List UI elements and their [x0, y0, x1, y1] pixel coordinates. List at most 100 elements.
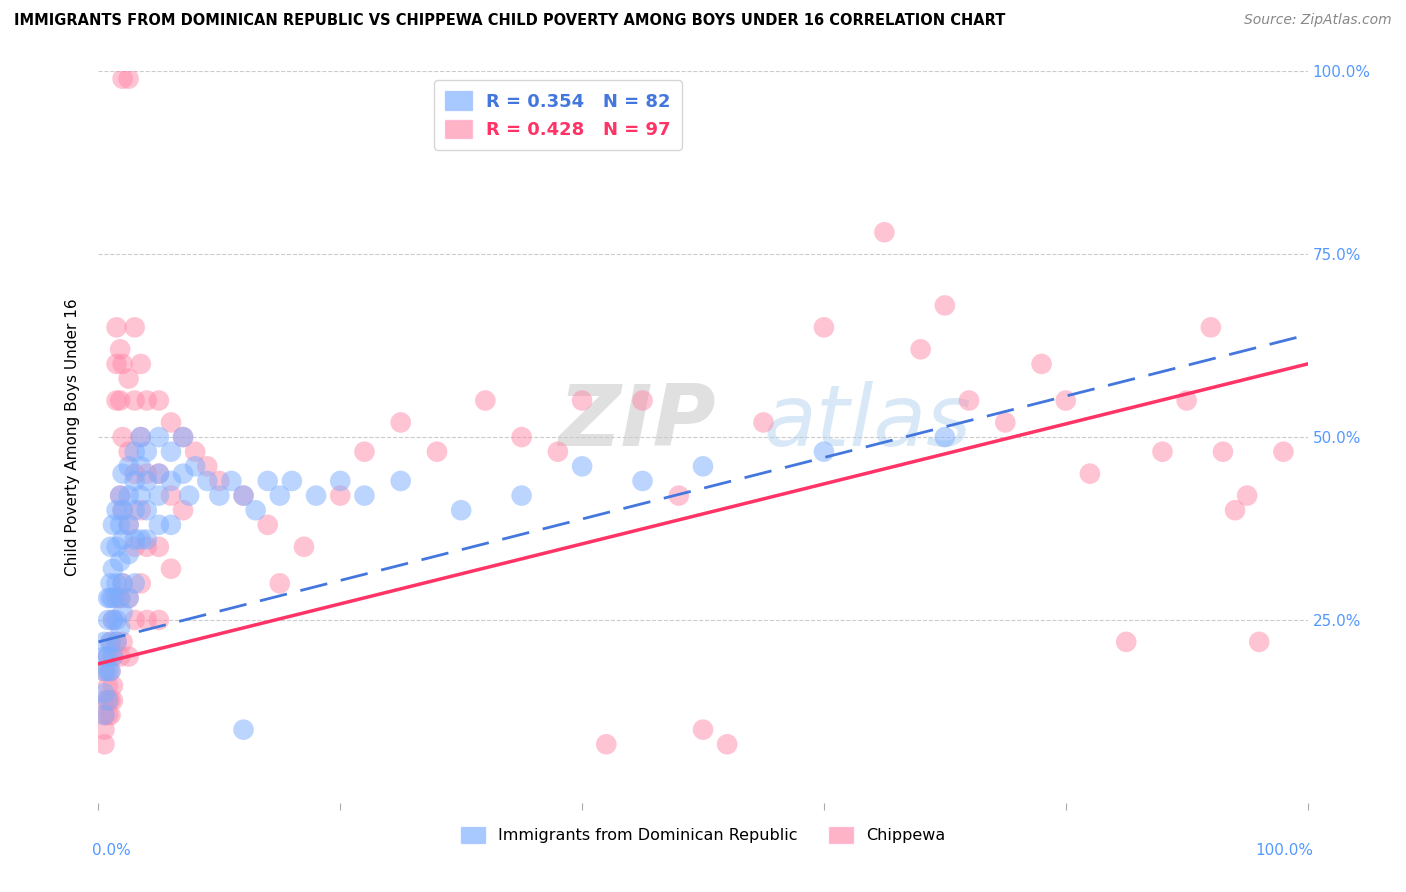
- Point: [148, 393, 170, 408]
- Point: [105, 576, 128, 591]
- Point: [111, 606, 134, 620]
- Point: [108, 554, 131, 568]
- Point: [160, 444, 183, 458]
- Point: [179, 489, 201, 503]
- Point: [160, 416, 183, 430]
- Point: [124, 467, 146, 481]
- Point: [97, 693, 120, 707]
- Point: [426, 444, 449, 458]
- Point: [111, 71, 134, 86]
- Point: [148, 467, 170, 481]
- Point: [100, 591, 122, 605]
- Point: [135, 533, 157, 547]
- Point: [184, 444, 207, 458]
- Legend: Immigrants from Dominican Republic, Chippewa: Immigrants from Dominican Republic, Chip…: [454, 821, 952, 850]
- Point: [873, 225, 896, 239]
- Point: [118, 547, 141, 561]
- Point: [124, 540, 146, 554]
- Point: [571, 459, 593, 474]
- Point: [910, 343, 932, 357]
- Point: [111, 576, 134, 591]
- Text: IMMIGRANTS FROM DOMINICAN REPUBLIC VS CHIPPEWA CHILD POVERTY AMONG BOYS UNDER 16: IMMIGRANTS FROM DOMINICAN REPUBLIC VS CH…: [14, 13, 1005, 29]
- Point: [101, 649, 124, 664]
- Point: [129, 503, 152, 517]
- Point: [221, 474, 243, 488]
- Point: [105, 393, 128, 408]
- Point: [148, 467, 170, 481]
- Text: atlas: atlas: [763, 381, 972, 464]
- Point: [510, 489, 533, 503]
- Text: Source: ZipAtlas.com: Source: ZipAtlas.com: [1244, 13, 1392, 28]
- Point: [148, 517, 170, 532]
- Point: [100, 664, 122, 678]
- Point: [101, 679, 124, 693]
- Point: [148, 430, 170, 444]
- Point: [389, 416, 412, 430]
- Point: [93, 708, 115, 723]
- Point: [135, 444, 157, 458]
- Point: [118, 459, 141, 474]
- Point: [105, 635, 128, 649]
- Point: [232, 489, 254, 503]
- Point: [305, 489, 328, 503]
- Point: [1054, 393, 1077, 408]
- Text: 100.0%: 100.0%: [1256, 843, 1313, 858]
- Point: [172, 503, 194, 517]
- Point: [716, 737, 738, 751]
- Point: [97, 613, 120, 627]
- Point: [108, 393, 131, 408]
- Point: [329, 489, 352, 503]
- Point: [160, 474, 183, 488]
- Point: [108, 489, 131, 503]
- Point: [1031, 357, 1053, 371]
- Point: [105, 635, 128, 649]
- Point: [135, 503, 157, 517]
- Point: [93, 737, 115, 751]
- Point: [934, 430, 956, 444]
- Y-axis label: Child Poverty Among Boys Under 16: Child Poverty Among Boys Under 16: [65, 298, 80, 576]
- Point: [148, 489, 170, 503]
- Point: [281, 474, 304, 488]
- Point: [101, 649, 124, 664]
- Point: [994, 416, 1017, 430]
- Point: [1115, 635, 1137, 649]
- Point: [195, 459, 218, 474]
- Point: [547, 444, 569, 458]
- Point: [752, 416, 775, 430]
- Point: [148, 613, 170, 627]
- Point: [111, 635, 134, 649]
- Point: [100, 576, 122, 591]
- Point: [118, 71, 141, 86]
- Point: [129, 430, 152, 444]
- Point: [93, 664, 115, 678]
- Point: [118, 517, 141, 532]
- Point: [1212, 444, 1234, 458]
- Point: [118, 489, 141, 503]
- Point: [692, 459, 714, 474]
- Point: [105, 591, 128, 605]
- Point: [93, 686, 115, 700]
- Point: [1175, 393, 1198, 408]
- Point: [108, 649, 131, 664]
- Point: [135, 474, 157, 488]
- Point: [101, 517, 124, 532]
- Point: [135, 613, 157, 627]
- Point: [1199, 320, 1222, 334]
- Point: [93, 635, 115, 649]
- Point: [101, 591, 124, 605]
- Point: [353, 489, 375, 503]
- Point: [1249, 635, 1271, 649]
- Point: [101, 613, 124, 627]
- Point: [129, 430, 152, 444]
- Point: [111, 467, 134, 481]
- Point: [118, 371, 141, 385]
- Point: [105, 540, 128, 554]
- Point: [124, 576, 146, 591]
- Point: [934, 298, 956, 312]
- Point: [256, 517, 278, 532]
- Point: [111, 503, 134, 517]
- Point: [1236, 489, 1258, 503]
- Point: [172, 430, 194, 444]
- Point: [631, 393, 654, 408]
- Point: [100, 708, 122, 723]
